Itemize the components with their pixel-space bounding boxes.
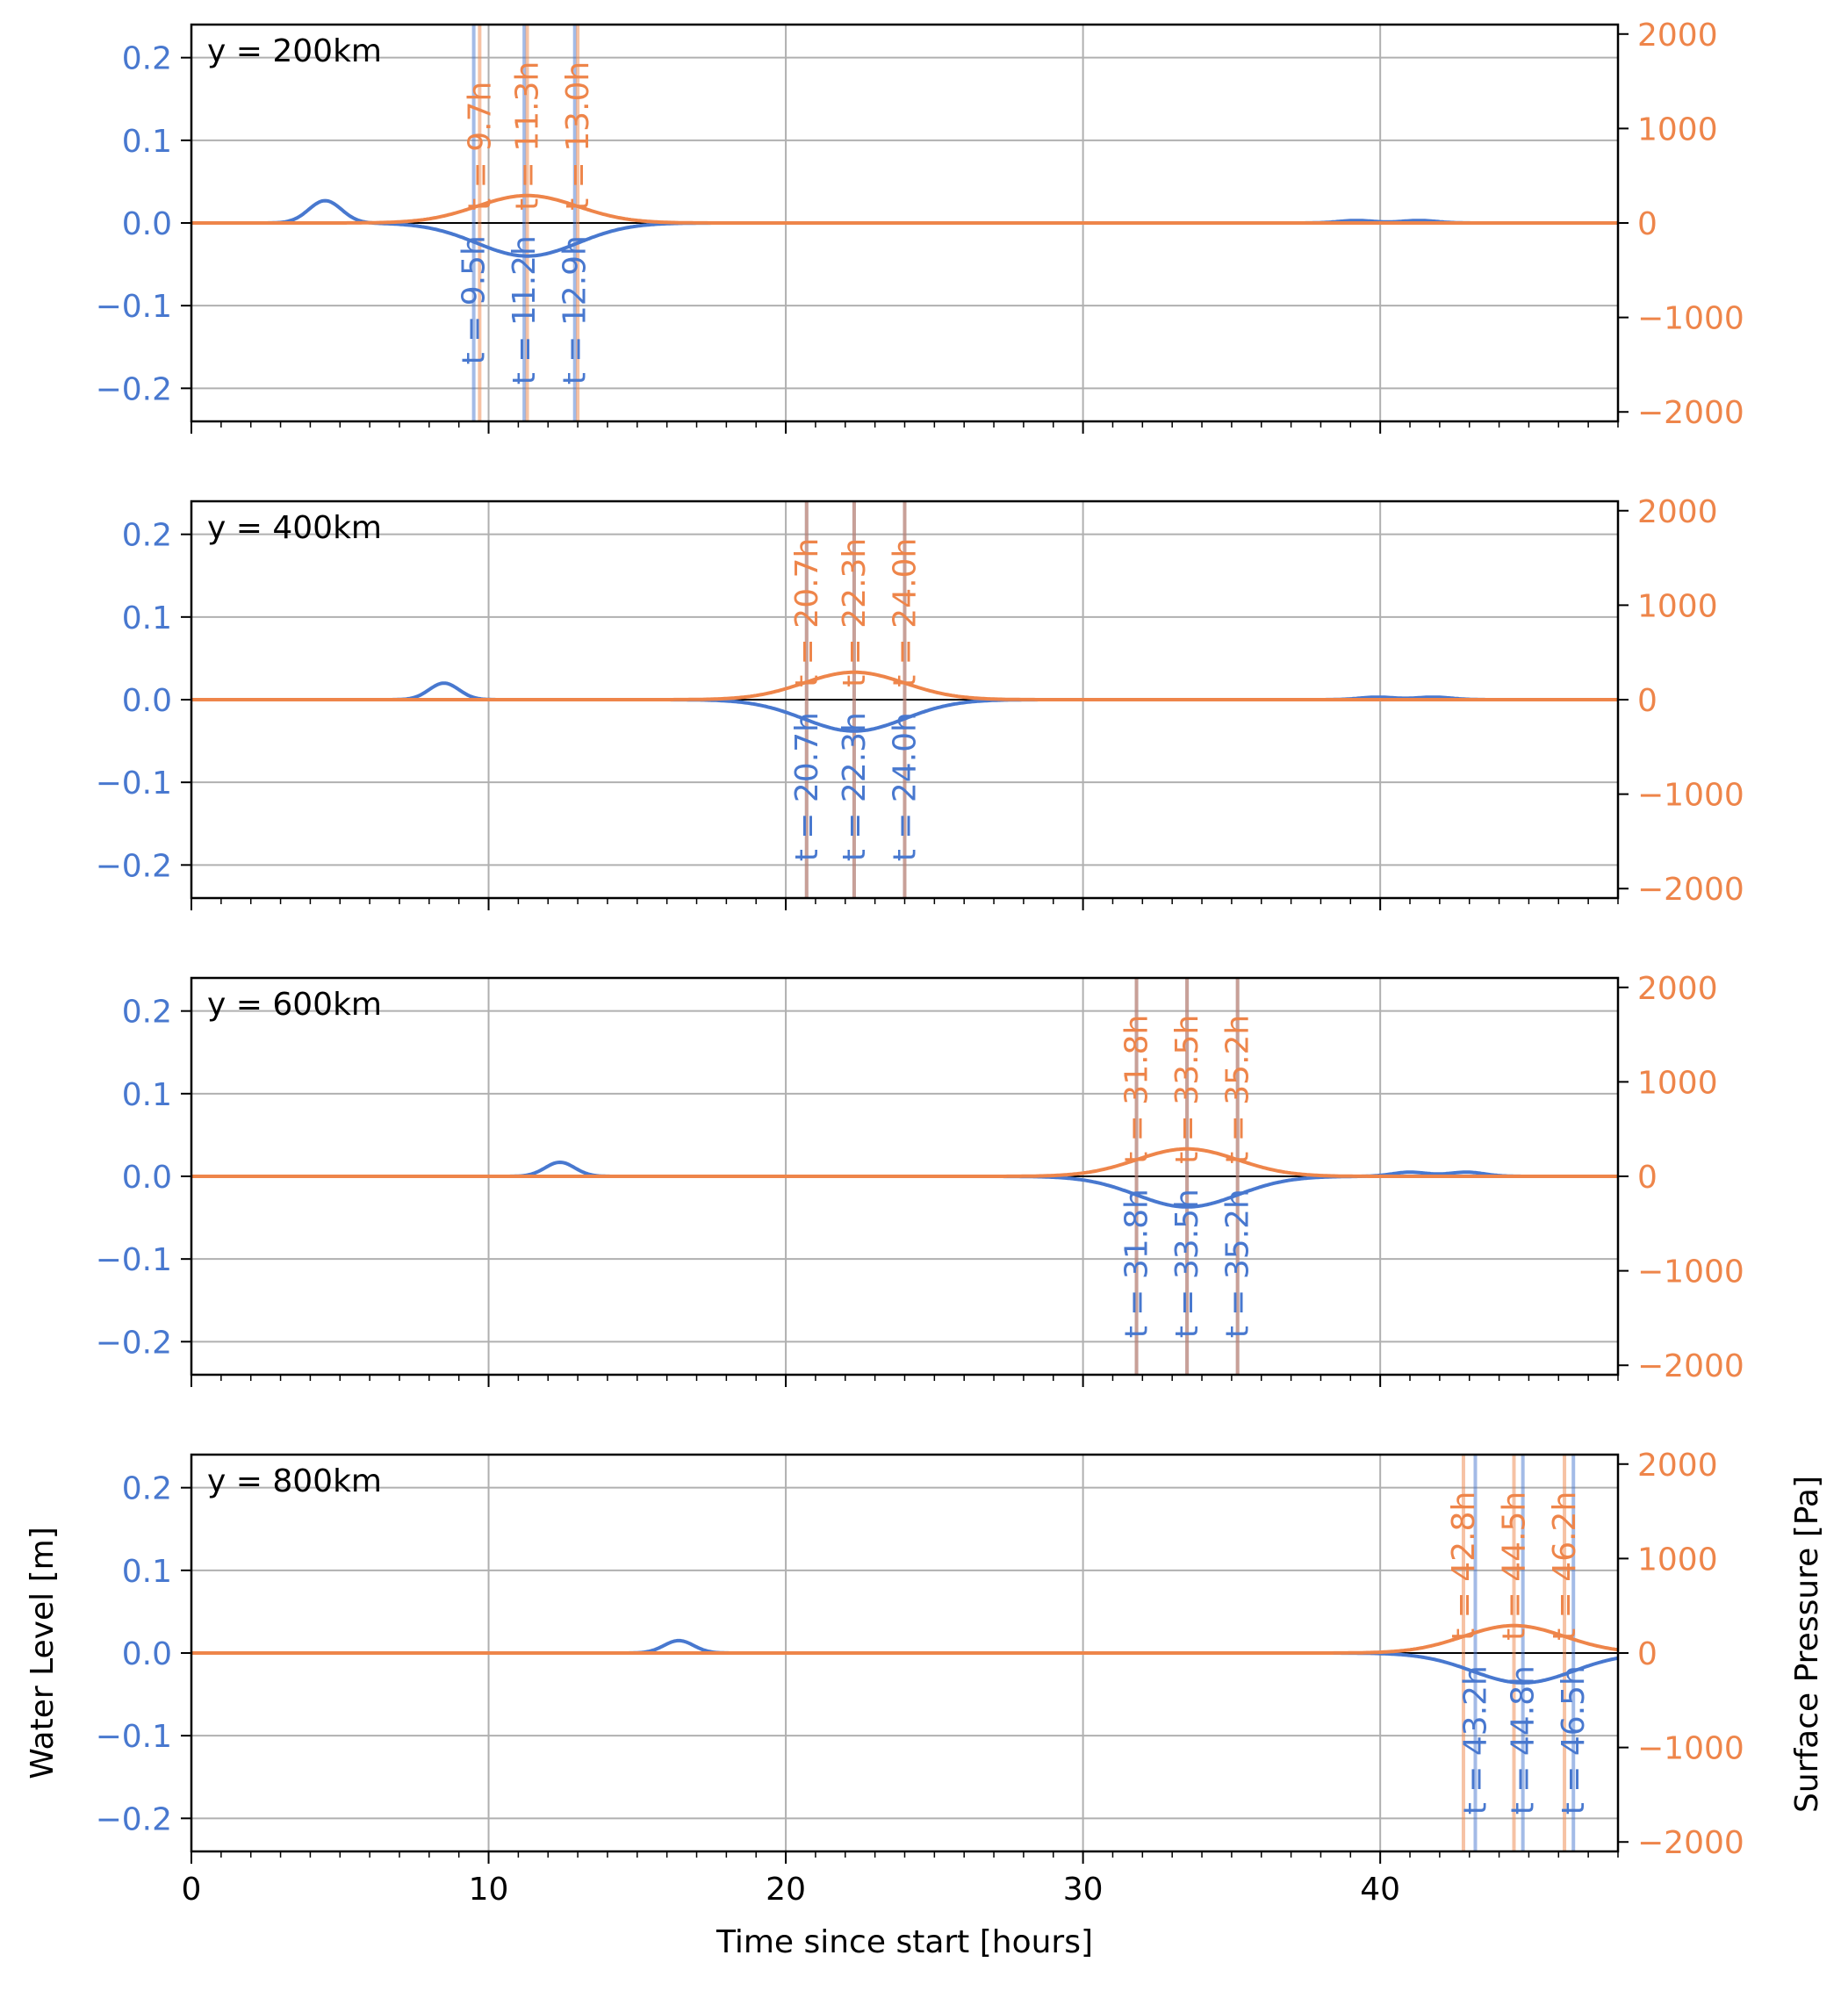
left-tick-label: 0.2 — [122, 518, 172, 554]
surface-pressure-line — [191, 1623, 1619, 1655]
panel-label: y = 400km — [207, 510, 382, 546]
left-tick-label: 0.0 — [122, 683, 172, 719]
right-tick-label: 0 — [1637, 683, 1657, 719]
water-level-line — [191, 681, 1618, 733]
water-level-line — [191, 1160, 1618, 1209]
left-tick-label: 0.1 — [122, 1077, 172, 1113]
right-tick-label: 2000 — [1637, 494, 1718, 530]
right-tick-label: −1000 — [1637, 301, 1744, 337]
x-axis-title: Time since start [hours] — [715, 1924, 1093, 1960]
pressure-time-label: t = 11.3h — [510, 61, 546, 211]
left-tick-label: −0.2 — [96, 1801, 172, 1837]
left-tick-label: 0.1 — [122, 124, 172, 160]
left-tick-label: −0.2 — [96, 371, 172, 407]
pressure-time-label: t = 13.0h — [560, 61, 596, 211]
pressure-time-label: t = 42.8h — [1446, 1491, 1482, 1641]
left-tick-label: 0.0 — [122, 1636, 172, 1672]
surface-pressure-line — [191, 1146, 1618, 1178]
pressure-time-label: t = 33.5h — [1169, 1015, 1205, 1164]
right-tick-label: 2000 — [1637, 1448, 1718, 1484]
water-level-line — [191, 198, 1618, 258]
water-time-label: t = 22.3h — [837, 712, 873, 861]
left-tick-label: 0.0 — [122, 206, 172, 242]
right-tick-label: 0 — [1637, 1636, 1657, 1672]
water-time-label: t = 35.2h — [1220, 1189, 1256, 1338]
right-tick-label: 1000 — [1637, 111, 1718, 147]
surface-pressure-line — [191, 193, 1618, 225]
x-tick-label: 10 — [469, 1872, 509, 1908]
water-time-label: t = 33.5h — [1169, 1189, 1205, 1338]
right-tick-label: −2000 — [1637, 1348, 1744, 1384]
right-tick-label: −2000 — [1637, 1825, 1744, 1861]
water-time-label: t = 11.2h — [507, 235, 543, 385]
water-time-label: t = 31.8h — [1119, 1189, 1155, 1338]
pressure-time-label: t = 31.8h — [1119, 1015, 1155, 1164]
left-tick-label: −0.2 — [96, 848, 172, 884]
right-tick-label: −1000 — [1637, 1254, 1744, 1290]
pressure-time-label: t = 9.7h — [462, 82, 498, 211]
left-tick-label: −0.2 — [96, 1325, 172, 1361]
x-tick-label: 0 — [182, 1872, 202, 1908]
right-tick-label: 1000 — [1637, 588, 1718, 624]
right-axis-title: Surface Pressure [Pa] — [1789, 1476, 1825, 1813]
left-tick-label: 0.2 — [122, 41, 172, 77]
water-time-label: t = 46.5h — [1556, 1665, 1592, 1815]
panel-4: t = 42.8h t = 44.5h t = 46.2h t = 43.2h t = … — [25, 1448, 1825, 1960]
pressure-time-label: t = 35.2h — [1220, 1015, 1256, 1164]
panel-label: y = 800km — [207, 1463, 382, 1499]
panel-label: y = 200km — [207, 33, 382, 69]
right-tick-label: −2000 — [1637, 395, 1744, 431]
left-tick-label: −0.1 — [96, 1719, 172, 1755]
pressure-time-label: t = 24.0h — [888, 538, 924, 687]
x-tick-label: 30 — [1063, 1872, 1104, 1908]
pressure-time-label: t = 22.3h — [837, 538, 873, 687]
water-time-label: t = 9.5h — [457, 235, 493, 364]
right-tick-label: 1000 — [1637, 1542, 1718, 1578]
left-tick-label: −0.1 — [96, 1242, 172, 1278]
right-tick-label: −1000 — [1637, 778, 1744, 814]
water-time-label: t = 12.9h — [557, 235, 593, 385]
right-tick-label: 2000 — [1637, 971, 1718, 1007]
pressure-time-label: t = 46.2h — [1547, 1491, 1583, 1641]
pressure-time-label: t = 44.5h — [1497, 1491, 1533, 1641]
right-tick-label: 2000 — [1637, 18, 1718, 54]
left-tick-label: 0.2 — [122, 995, 172, 1031]
panel-2: t = 20.7h t = 22.3h t = 24.0h t = 20.7h t = … — [96, 494, 1744, 910]
left-tick-label: 0.1 — [122, 1554, 172, 1590]
left-tick-label: 0.1 — [122, 600, 172, 636]
left-axis-title: Water Level [m] — [25, 1527, 61, 1779]
left-tick-label: 0.0 — [122, 1160, 172, 1196]
right-tick-label: −1000 — [1637, 1731, 1744, 1767]
panel-label: y = 600km — [207, 987, 382, 1023]
water-time-label: t = 43.2h — [1458, 1665, 1494, 1815]
surface-pressure-line — [191, 670, 1618, 701]
right-tick-label: 0 — [1637, 1160, 1657, 1196]
x-tick-label: 20 — [766, 1872, 806, 1908]
water-level-line — [191, 1638, 1619, 1685]
water-time-label: t = 44.8h — [1506, 1665, 1542, 1815]
panel-3: t = 31.8h t = 33.5h t = 35.2h t = 31.8h t = … — [96, 971, 1744, 1387]
right-tick-label: 0 — [1637, 206, 1657, 242]
left-tick-label: −0.1 — [96, 765, 172, 801]
right-tick-label: 1000 — [1637, 1065, 1718, 1101]
panel-1: t = 9.7h t = 11.3h t = 13.0h t = 9.5h t = 11… — [96, 18, 1744, 434]
x-tick-label: 40 — [1360, 1872, 1400, 1908]
water-time-label: t = 20.7h — [789, 712, 825, 861]
left-tick-label: −0.1 — [96, 289, 172, 325]
water-time-label: t = 24.0h — [888, 712, 924, 861]
left-tick-label: 0.2 — [122, 1471, 172, 1507]
pressure-time-label: t = 20.7h — [789, 538, 825, 687]
right-tick-label: −2000 — [1637, 872, 1744, 908]
